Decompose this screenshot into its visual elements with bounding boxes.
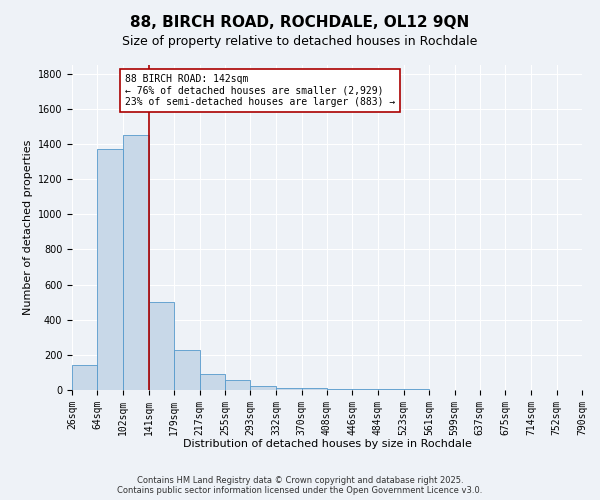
Bar bbox=[225, 380, 250, 390]
Bar bbox=[97, 150, 123, 390]
Bar bbox=[72, 366, 97, 390]
X-axis label: Distribution of detached houses by size in Rochdale: Distribution of detached houses by size … bbox=[182, 439, 472, 449]
Bar bbox=[352, 389, 378, 390]
Y-axis label: Number of detached properties: Number of detached properties bbox=[23, 140, 34, 315]
Text: 88 BIRCH ROAD: 142sqm
← 76% of detached houses are smaller (2,929)
23% of semi-d: 88 BIRCH ROAD: 142sqm ← 76% of detached … bbox=[125, 74, 395, 107]
Text: 88, BIRCH ROAD, ROCHDALE, OL12 9QN: 88, BIRCH ROAD, ROCHDALE, OL12 9QN bbox=[130, 15, 470, 30]
Text: Size of property relative to detached houses in Rochdale: Size of property relative to detached ho… bbox=[122, 35, 478, 48]
Bar bbox=[378, 389, 404, 390]
Bar bbox=[302, 388, 327, 390]
Bar bbox=[149, 302, 174, 390]
Text: Contains HM Land Registry data © Crown copyright and database right 2025.
Contai: Contains HM Land Registry data © Crown c… bbox=[118, 476, 482, 495]
Bar bbox=[250, 386, 276, 390]
Bar bbox=[199, 374, 225, 390]
Bar bbox=[174, 350, 200, 390]
Bar bbox=[276, 388, 302, 390]
Bar bbox=[327, 389, 352, 390]
Bar bbox=[123, 136, 149, 390]
